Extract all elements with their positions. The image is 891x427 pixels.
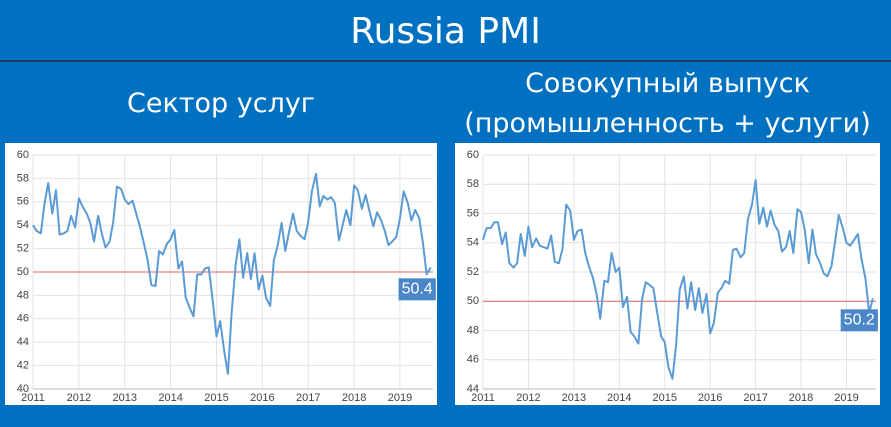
x-tick-label: 2013 [562,392,586,404]
chart: 40 42 44 46 48 50 52 54 56 58 60 2011 2012 2013 2014 20… [5,143,437,405]
x-tick-label: 2011 [21,392,45,404]
y-tick-label: 54 [467,237,479,249]
y-tick-label: 48 [467,324,479,336]
y-tick-label: 50 [467,295,479,307]
y-tick-label: 56 [17,196,29,208]
y-tick-label: 50 [17,266,29,278]
x-tick-label: 2018 [342,392,366,404]
page-title: Russia PMI [350,11,541,52]
y-tick-label: 48 [17,289,29,301]
y-tick-label: 60 [17,149,29,161]
x-tick-label: 2013 [113,392,137,404]
x-tick-label: 2016 [698,392,722,404]
x-tick-label: 2018 [789,392,813,404]
y-tick-label: 56 [467,207,479,219]
chart: 44 46 48 50 52 54 56 58 60 2011 2012 2013 2014 2015 20… [455,143,880,405]
x-tick-label: 2012 [67,392,91,404]
y-tick-label: 46 [17,313,29,325]
y-tick-label: 44 [467,383,479,395]
y-tick-label: 52 [467,266,479,278]
y-tick-label: 44 [17,336,29,348]
chart-title: Совокупный выпуск (промышленность + услу… [464,68,871,139]
y-tick-label: 52 [17,243,29,255]
y-tick-label: 54 [17,219,29,231]
end-label: 50.2 [844,312,875,329]
data-line [32,172,432,375]
y-tick-label: 40 [17,383,29,395]
x-tick-label: 2019 [834,392,858,404]
x-tick-label: 2012 [516,392,540,404]
x-tick-label: 2015 [204,392,228,404]
end-label: 50.4 [402,281,433,298]
y-tick-label: 58 [17,172,29,184]
y-tick-label: 46 [467,354,479,366]
x-tick-label: 2019 [388,392,412,404]
x-tick-label: 2014 [158,392,182,404]
end-label-box [840,309,878,332]
y-tick-label: 58 [467,178,479,190]
x-tick-label: 2014 [607,392,631,404]
divider [0,60,891,62]
x-tick-label: 2017 [743,392,767,404]
x-tick-label: 2015 [652,392,676,404]
y-tick-label: 60 [467,149,479,161]
end-label-box [398,278,436,301]
y-tick-label: 42 [17,360,29,372]
x-tick-label: 2016 [250,392,274,404]
x-tick-label: 2011 [471,392,495,404]
x-tick-label: 2017 [296,392,320,404]
data-line [482,178,874,380]
chart-title: Сектор услуг [127,88,315,119]
